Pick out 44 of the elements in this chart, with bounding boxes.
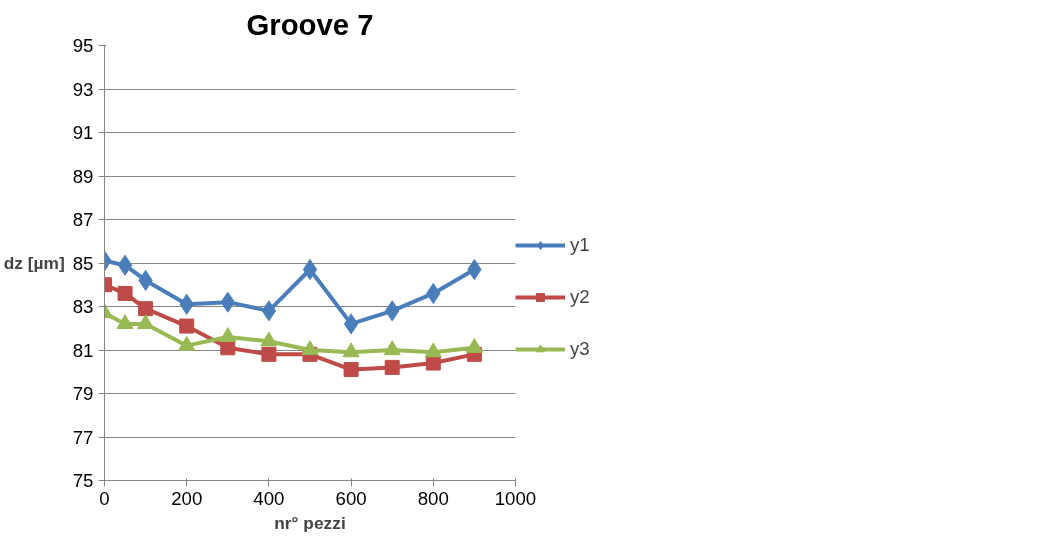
point <box>138 301 154 317</box>
point <box>301 340 319 356</box>
legend-label: y2 <box>570 286 590 308</box>
y-tick-label: 95 <box>72 35 94 56</box>
x-axis-title: nr° pezzi <box>274 512 346 533</box>
point <box>342 342 360 358</box>
legend-label: y3 <box>570 338 590 360</box>
y-tick-label: 87 <box>72 209 94 230</box>
point <box>343 362 359 378</box>
x-tick-label: 600 <box>335 487 367 509</box>
chart-title: Groove 7 <box>246 7 374 41</box>
x-tick-label: 200 <box>171 487 203 509</box>
point <box>261 346 277 362</box>
y-tick-label: 89 <box>72 165 94 187</box>
point <box>219 327 237 343</box>
y-tick-label: 81 <box>72 339 94 361</box>
point <box>137 314 155 330</box>
point <box>425 355 441 371</box>
y-tick-label: 91 <box>72 122 94 143</box>
y-tick-label: 85 <box>72 252 94 274</box>
point <box>302 259 318 281</box>
x-tick-label: 1000 <box>494 487 537 509</box>
y-tick-label: 75 <box>72 470 94 491</box>
point <box>383 340 401 356</box>
y-tick-label: 83 <box>72 296 94 317</box>
y-tick-label: 93 <box>72 78 94 100</box>
point <box>117 285 133 301</box>
y-axis-title: dz [µm] <box>3 253 65 273</box>
point <box>117 254 133 276</box>
point <box>179 318 195 334</box>
point <box>465 338 483 353</box>
point <box>116 314 134 330</box>
point <box>424 342 442 358</box>
y-tick-label: 77 <box>72 426 94 448</box>
x-tick-label: 0 <box>99 487 110 509</box>
point <box>261 300 277 322</box>
point <box>260 331 278 347</box>
x-tick-label: 400 <box>253 487 285 509</box>
point <box>343 313 359 335</box>
point <box>178 335 196 351</box>
x-tick-label: 800 <box>417 487 449 509</box>
legend-label: y1 <box>570 234 590 256</box>
y-tick-label: 79 <box>72 383 94 404</box>
point <box>384 359 400 375</box>
